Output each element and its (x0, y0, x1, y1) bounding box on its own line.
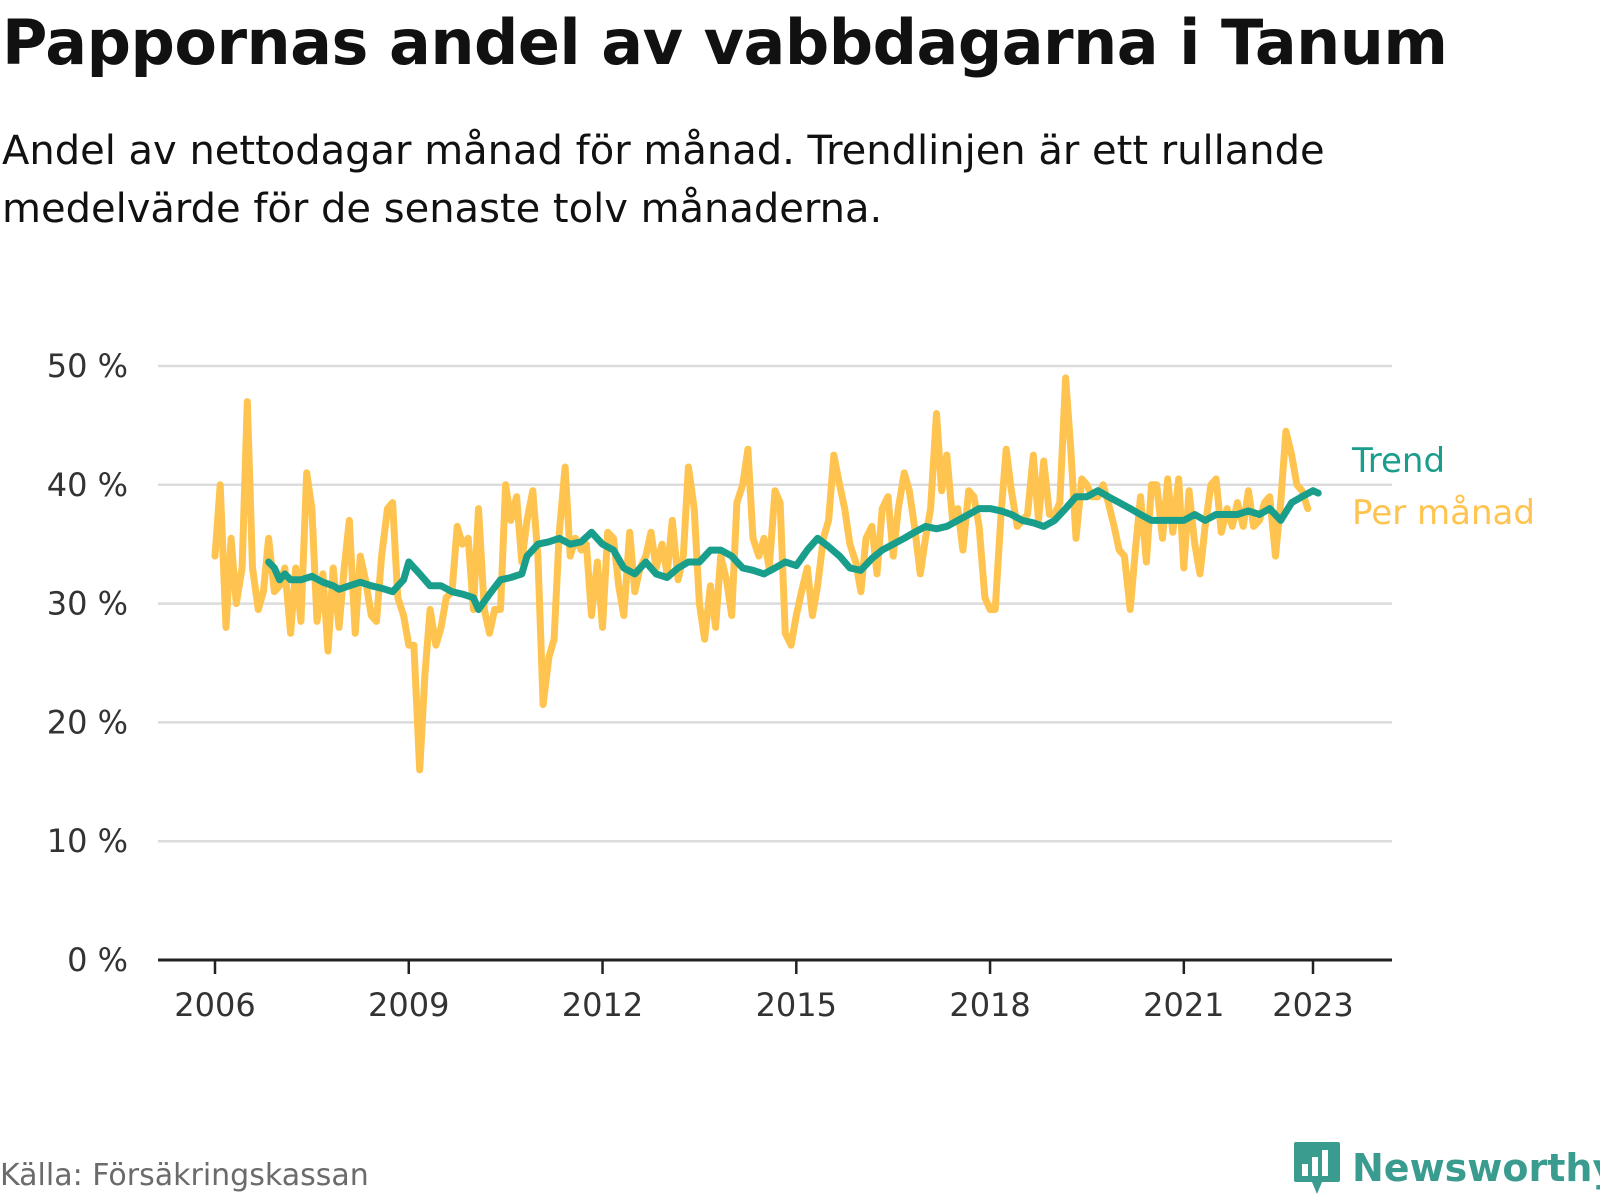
chart-subtitle: Andel av nettodagar månad för månad. Tre… (2, 128, 1325, 232)
x-tick-label: 2018 (949, 986, 1030, 1024)
series-labels: Per månad Trend (1351, 441, 1535, 533)
series-lines (211, 374, 1322, 774)
newsworthy-logo: Newsworthy (1292, 1140, 1600, 1196)
source-note: Källa: Försäkringskassan (0, 1158, 369, 1193)
series-line-trend (265, 487, 1322, 613)
bar-chart-icon (1294, 1142, 1340, 1194)
y-tick-label: 10 % (47, 822, 128, 860)
series-label: Trend (1351, 441, 1445, 481)
x-axis-labels: 2006 2009 2012 2015 2018 2021 2023 (174, 960, 1354, 1024)
y-tick-label: 30 % (47, 585, 128, 623)
y-tick-label: 20 % (47, 703, 128, 741)
y-tick-label: 40 % (47, 466, 128, 504)
series-label: Per månad (1352, 493, 1535, 533)
y-tick-label: 0 % (67, 941, 128, 979)
brand-name: Newsworthy (1352, 1146, 1600, 1190)
x-tick-label: 2023 (1272, 986, 1353, 1024)
series-line-per-manad (211, 374, 1312, 774)
x-tick-label: 2012 (562, 986, 643, 1024)
x-tick-label: 2021 (1143, 986, 1224, 1024)
x-tick-label: 2009 (368, 986, 449, 1024)
chart-title: Pappornas andel av vabbdagarna i Tanum (2, 6, 1448, 79)
x-tick-label: 2006 (174, 986, 255, 1024)
x-tick-label: 2015 (756, 986, 837, 1024)
y-tick-label: 50 % (47, 347, 128, 385)
y-axis-labels: 0 % 10 % 20 % 30 % 40 % 50 % (47, 347, 128, 979)
gridlines (158, 364, 1392, 843)
